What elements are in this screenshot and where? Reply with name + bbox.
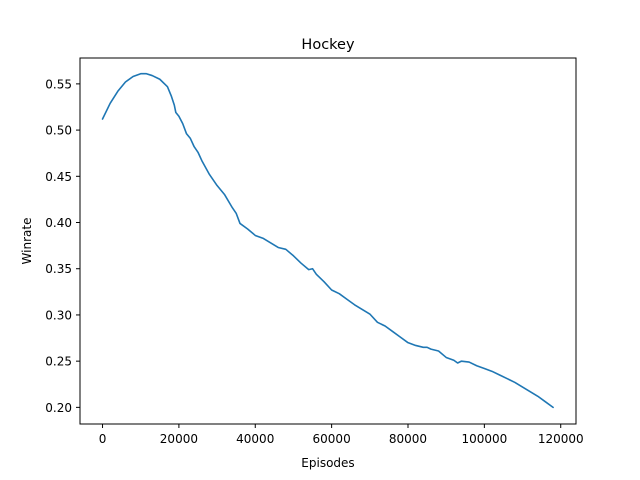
y-axis-label: Winrate	[20, 218, 34, 265]
y-tick-label: 0.20	[45, 401, 72, 415]
x-tick-label: 20000	[160, 432, 198, 446]
y-axis: 0.20 0.25 0.30 0.35 0.40 0.45 0.50 0.55	[45, 77, 80, 415]
x-tick-label: 120000	[538, 432, 584, 446]
y-tick-label: 0.45	[45, 170, 72, 184]
y-tick-label: 0.30	[45, 308, 72, 322]
y-tick-label: 0.50	[45, 124, 72, 138]
winrate-series-line	[101, 72, 554, 409]
chart-title: Hockey	[301, 37, 355, 53]
x-tick-label: 0	[99, 432, 107, 446]
y-tick-label: 0.40	[45, 216, 72, 230]
x-axis: 0 20000 40000 60000 80000 100000 120000	[99, 424, 584, 446]
y-tick-label: 0.25	[45, 355, 72, 369]
plot-area	[101, 72, 554, 409]
x-tick-label: 60000	[313, 432, 351, 446]
x-tick-label: 100000	[461, 432, 507, 446]
x-tick-label: 80000	[389, 432, 427, 446]
y-tick-label: 0.55	[45, 77, 72, 91]
axes-frame	[79, 57, 577, 425]
x-axis-label: Episodes	[301, 456, 354, 470]
y-tick-label: 0.35	[45, 262, 72, 276]
x-tick-label: 40000	[236, 432, 274, 446]
